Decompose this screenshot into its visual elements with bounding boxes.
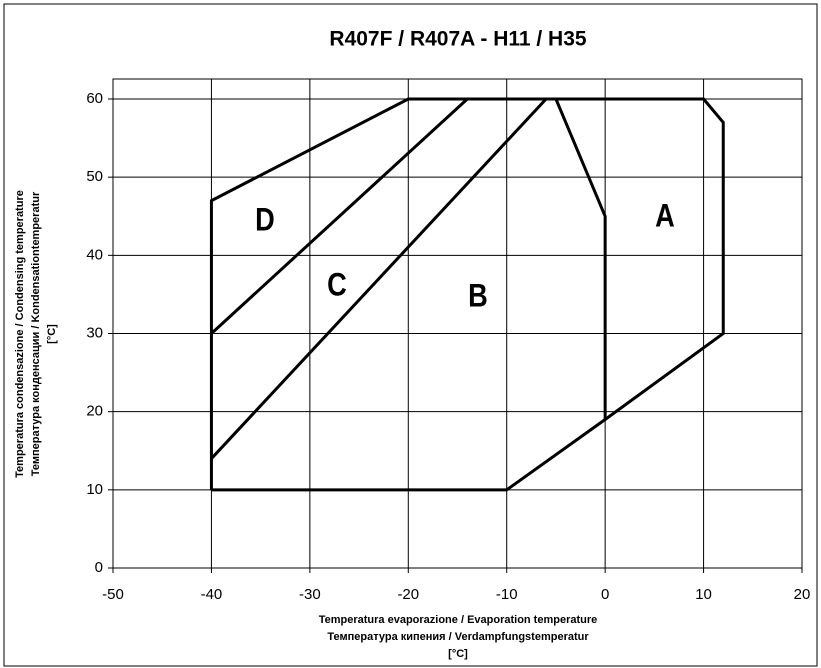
- y-tick-label: 50: [86, 168, 103, 185]
- envelope-line: [554, 98, 607, 420]
- region-label: D: [255, 202, 275, 238]
- x-axis-label: Temperatura evaporazione / Evaporation t…: [319, 614, 598, 626]
- x-tick-label: 20: [794, 586, 811, 603]
- y-tick-label: 20: [86, 403, 103, 420]
- y-tick-label: 60: [86, 90, 103, 107]
- x-axis-label: Температура кипения / Verdampfungstemper…: [327, 631, 589, 643]
- region-label: A: [655, 198, 675, 234]
- x-tick-label: 10: [695, 586, 712, 603]
- y-tick-label: 40: [86, 246, 103, 263]
- envelope-line: [210, 97, 469, 335]
- y-tick-label: 0: [95, 559, 103, 576]
- x-tick-label: -10: [496, 586, 518, 603]
- x-tick-label: -50: [102, 586, 124, 603]
- chart-title: R407F / R407A - H11 / H35: [329, 28, 586, 51]
- y-tick-label: 30: [86, 324, 103, 341]
- y-tick-label: 10: [86, 481, 103, 498]
- envelope-line: [210, 97, 548, 460]
- y-axis-label: Temperatura condensazione / Condensing t…: [14, 190, 26, 478]
- x-tick-label: -40: [201, 586, 223, 603]
- x-tick-label: -30: [299, 586, 321, 603]
- plot-area: [112, 78, 803, 569]
- y-axis-label: [°C]: [46, 324, 58, 344]
- envelope-line: [209, 97, 725, 492]
- region-label: B: [468, 278, 488, 314]
- x-tick-label: -20: [397, 586, 419, 603]
- region-label: C: [327, 267, 347, 303]
- x-tick-label: 0: [601, 586, 609, 603]
- y-axis-label: Температура конденсации / Kondensationte…: [30, 191, 42, 476]
- chart-frame: [3, 3, 818, 667]
- x-axis-label: [°C]: [448, 648, 468, 660]
